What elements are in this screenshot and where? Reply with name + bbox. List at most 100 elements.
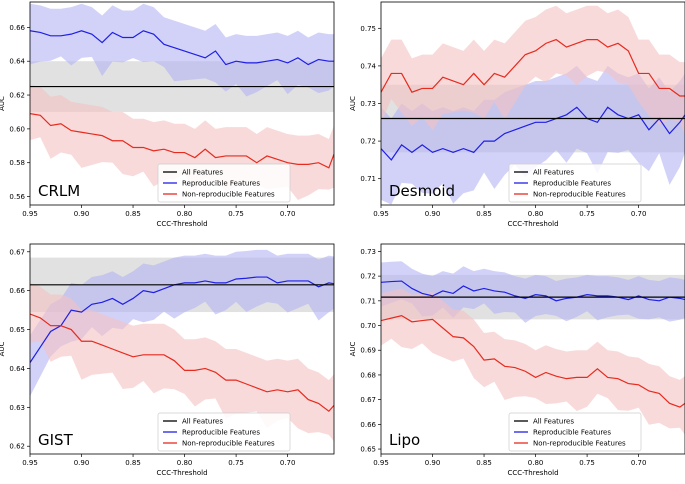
x-tick-label: 0.75	[579, 459, 595, 467]
non-reproducible-line	[30, 313, 334, 413]
panel-title: Desmoid	[389, 182, 455, 200]
plot-area	[381, 5, 685, 205]
y-tick-label: 0.71	[360, 175, 376, 183]
y-tick-label: 0.66	[9, 24, 25, 32]
y-tick-label: 0.56	[9, 193, 25, 201]
legend-label: Reproducible Features	[182, 180, 260, 188]
x-tick-label: 0.70	[631, 459, 647, 467]
reproducible-line	[381, 106, 685, 161]
y-tick-label: 0.72	[360, 138, 376, 146]
x-tick-label: 0.75	[579, 210, 595, 218]
non-reproducible-band	[381, 5, 685, 136]
legend-box	[157, 412, 291, 452]
legend: All Features Reproducible Features Non-rep…	[157, 412, 291, 452]
reproducible-band	[381, 65, 685, 205]
x-axis-label: CCC-Threshold	[507, 469, 558, 477]
chart-panel-lipo: 0.95 0.90 0.85 0.80 0.75 0.70 0.65 0.66 0.67 0.68…	[349, 243, 685, 477]
reproducible-band	[381, 261, 685, 323]
y-axis-label: AUC	[0, 341, 6, 356]
plot-area	[381, 261, 685, 435]
reproducible-line	[30, 30, 334, 66]
legend-label: All Features	[182, 418, 223, 426]
y-tick-label: 0.66	[360, 421, 376, 429]
x-tick-label: 0.95	[22, 210, 38, 218]
non-reproducible-line	[30, 113, 334, 169]
y-tick-label: 0.68	[360, 371, 376, 379]
x-tick-label: 0.75	[228, 459, 244, 467]
y-tick-label: 0.75	[360, 25, 376, 33]
legend: All Features Reproducible Features Non-rep…	[508, 412, 642, 452]
non-reproducible-band	[30, 282, 334, 442]
legend-label: All Features	[182, 169, 223, 177]
x-tick-label: 0.95	[373, 459, 389, 467]
legend-label: Reproducible Features	[533, 429, 611, 437]
legend-label: Non-reproducible Features	[182, 440, 275, 448]
x-tick-label: 0.75	[228, 210, 244, 218]
legend: All Features Reproducible Features Non-rep…	[508, 163, 642, 203]
x-tick-label: 0.85	[476, 210, 492, 218]
legend-label: Reproducible Features	[182, 429, 260, 437]
x-tick-label: 0.80	[177, 459, 193, 467]
y-tick-label: 0.67	[360, 396, 376, 404]
non-reproducible-line	[381, 315, 685, 408]
plot-frame	[29, 243, 335, 455]
y-tick-label: 0.69	[360, 347, 376, 355]
y-tick-label: 0.63	[9, 404, 25, 412]
y-tick-label: 0.72	[360, 273, 376, 281]
legend-label: Non-reproducible Features	[182, 191, 275, 199]
y-tick-label: 0.64	[9, 58, 25, 66]
legend-box	[508, 412, 642, 452]
y-tick-label: 0.73	[360, 100, 376, 108]
plot-area	[30, 249, 334, 442]
x-tick-label: 0.95	[22, 459, 38, 467]
x-tick-label: 0.70	[280, 459, 296, 467]
y-tick-label: 0.65	[360, 446, 376, 454]
panel-title: Lipo	[389, 431, 420, 449]
panel-title: GIST	[38, 431, 74, 449]
legend: All Features Reproducible Features Non-rep…	[157, 163, 291, 203]
y-tick-label: 0.58	[9, 159, 25, 167]
x-tick-label: 0.85	[125, 210, 141, 218]
x-tick-label: 0.80	[528, 210, 544, 218]
legend-label: Non-reproducible Features	[533, 440, 626, 448]
x-tick-label: 0.90	[425, 459, 441, 467]
y-tick-label: 0.71	[360, 297, 376, 305]
legend-label: Non-reproducible Features	[533, 191, 626, 199]
y-axis-label: AUC	[349, 96, 357, 111]
y-tick-label: 0.73	[360, 248, 376, 256]
y-tick-label: 0.60	[9, 125, 25, 133]
y-axis-label: AUC	[0, 96, 6, 111]
legend-label: All Features	[533, 418, 574, 426]
y-axis-label: AUC	[349, 341, 357, 356]
x-tick-label: 0.90	[425, 210, 441, 218]
y-tick-label: 0.70	[360, 322, 376, 330]
legend-label: Reproducible Features	[533, 180, 611, 188]
reproducible-band	[30, 249, 334, 397]
x-tick-label: 0.85	[476, 459, 492, 467]
x-tick-label: 0.80	[177, 210, 193, 218]
x-tick-label: 0.90	[74, 459, 90, 467]
y-tick-label: 0.66	[9, 287, 25, 295]
reproducible-line	[30, 276, 334, 363]
y-tick-label: 0.65	[9, 326, 25, 334]
plot-frame	[380, 243, 685, 455]
x-tick-label: 0.70	[631, 210, 647, 218]
x-tick-label: 0.90	[74, 210, 90, 218]
plot-frame	[29, 1, 335, 206]
y-tick-label: 0.74	[360, 62, 376, 70]
y-tick-label: 0.67	[9, 248, 25, 256]
x-tick-label: 0.80	[528, 459, 544, 467]
x-axis-label: CCC-Threshold	[156, 469, 207, 477]
x-tick-label: 0.70	[280, 210, 296, 218]
reproducible-line	[381, 280, 685, 302]
chart-panel-desmoid: 0.95 0.90 0.85 0.80 0.75 0.70 0.71 0.72 0.73 0.74…	[349, 1, 685, 228]
legend-box	[508, 163, 642, 203]
non-reproducible-band	[381, 288, 685, 435]
chart-panel-gist: 0.95 0.90 0.85 0.80 0.75 0.70 0.62 0.63 0.64 0.65…	[0, 243, 335, 477]
chart-panel-crlm: 0.95 0.90 0.85 0.80 0.75 0.70 0.56 0.58 0.60 0.62…	[0, 1, 335, 228]
y-tick-label: 0.62	[9, 443, 25, 451]
legend-label: All Features	[533, 169, 574, 177]
x-axis-label: CCC-Threshold	[156, 220, 207, 228]
y-tick-label: 0.64	[9, 365, 25, 373]
